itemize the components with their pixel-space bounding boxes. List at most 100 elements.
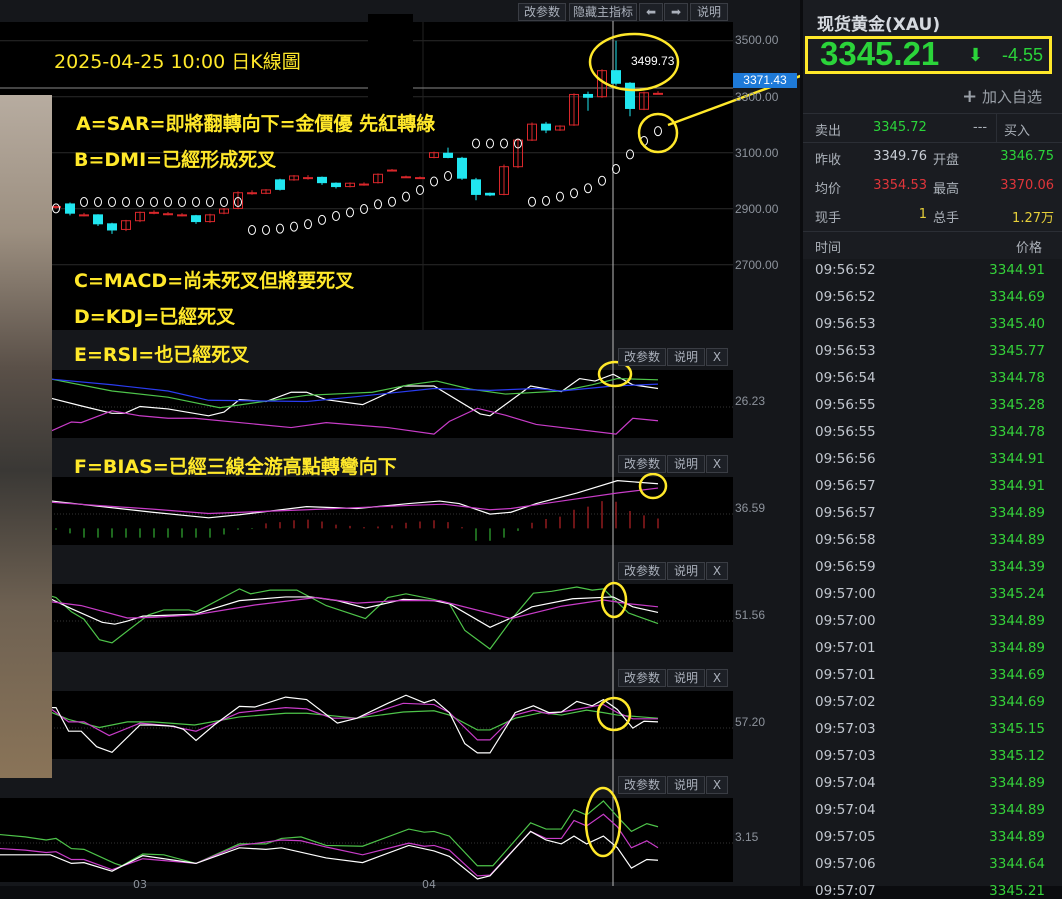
sar-dot — [52, 203, 60, 214]
avg-value: 3354.53 — [873, 178, 927, 193]
panel-help-button[interactable]: 说明 — [667, 348, 705, 366]
axis-label: 3100.00 — [735, 146, 779, 160]
candle-body — [317, 176, 327, 184]
x-axis-label: 04 — [422, 878, 436, 891]
indicator-line — [0, 800, 659, 867]
sar-dot — [514, 138, 522, 149]
panel-edit-params-button[interactable]: 改参数 — [618, 455, 666, 473]
sar-dot — [584, 183, 592, 194]
sar-dot — [360, 203, 368, 214]
chart-canvas[interactable] — [0, 0, 800, 886]
indicator-line — [51, 378, 659, 403]
panel-edit-params-button[interactable]: 改参数 — [618, 669, 666, 687]
redaction-box — [368, 14, 413, 100]
panel-help-button[interactable]: 说明 — [667, 669, 705, 687]
candle-body — [373, 173, 383, 184]
tick-row: 09:56:57 3344.91 — [815, 478, 1055, 494]
plus-icon: + — [962, 86, 978, 107]
add-to-watchlist-button[interactable]: + 加入自选 — [962, 86, 1042, 107]
candle-body — [345, 182, 355, 188]
candle-body — [331, 182, 341, 188]
tick-time: 09:57:04 — [815, 802, 876, 818]
total-vol-value: 1.27万 — [1012, 211, 1054, 226]
hide-main-indicator-button[interactable]: 隐藏主指标 — [569, 3, 637, 21]
indicator-line — [51, 586, 659, 650]
panel-help-button[interactable]: 说明 — [667, 562, 705, 580]
candle-body — [359, 183, 369, 186]
tick-price: 3344.39 — [989, 559, 1045, 575]
candle-body — [387, 169, 397, 172]
panel-help-button[interactable]: 说明 — [667, 455, 705, 473]
tick-price: 3344.91 — [989, 262, 1045, 278]
kline-chart-area[interactable]: 2025-04-25 10:00 日K線圖 A=SAR=即將翻轉向下=金價優 先… — [0, 0, 800, 891]
prev-close-label: 昨收 — [815, 153, 842, 168]
highlight-circle — [638, 472, 668, 500]
candle-body — [429, 152, 439, 158]
sar-dot — [80, 196, 88, 207]
price-box: 3345.21 ⬇ -4.55 — [805, 35, 1052, 74]
ticks-header: 时间 价格 — [803, 237, 1062, 259]
overlay-title: 2025-04-25 10:00 日K線圖 — [54, 51, 301, 73]
tick-price: 3344.91 — [989, 478, 1045, 494]
help-button[interactable]: 说明 — [690, 3, 728, 21]
tick-row: 09:56:56 3344.91 — [815, 451, 1055, 467]
edit-params-button[interactable]: 改参数 — [518, 3, 566, 21]
candle-body — [443, 152, 453, 158]
sar-dot — [542, 195, 550, 206]
candle-body — [233, 192, 243, 209]
candle-body — [527, 123, 537, 141]
candle-body — [485, 192, 495, 196]
tick-price: 3344.89 — [989, 775, 1045, 791]
sar-dot — [570, 188, 578, 199]
tick-row: 09:56:57 3344.89 — [815, 505, 1055, 521]
tick-price: 3344.89 — [989, 613, 1045, 629]
sar-dot — [486, 138, 494, 149]
candle-body — [583, 93, 593, 98]
panel-edit-params-button[interactable]: 改参数 — [618, 776, 666, 794]
sar-dot — [416, 184, 424, 195]
panel-edit-params-button[interactable]: 改参数 — [618, 562, 666, 580]
tick-row: 09:56:59 3344.39 — [815, 559, 1055, 575]
arrow-left-icon[interactable]: ⬅ — [639, 3, 663, 21]
panel-close-icon[interactable]: X — [706, 455, 728, 473]
tick-list[interactable]: 09:56:52 3344.91 09:56:52 3344.69 09:56:53 33… — [803, 259, 1062, 899]
panel-close-icon[interactable]: X — [706, 562, 728, 580]
tick-row: 09:57:00 3345.24 — [815, 586, 1055, 602]
sell-value: 3345.72 — [873, 120, 927, 135]
sar-dot — [178, 196, 186, 207]
panel-edit-params-button[interactable]: 改参数 — [618, 348, 666, 366]
tick-row: 09:57:00 3344.89 — [815, 613, 1055, 629]
panel-close-icon[interactable]: X — [706, 776, 728, 794]
tick-time: 09:57:00 — [815, 613, 876, 629]
instrument-name: 现货黄金(XAU) — [817, 15, 941, 35]
candle-body — [471, 179, 481, 195]
indicator-line — [51, 596, 659, 620]
tick-row: 09:56:55 3344.78 — [815, 424, 1055, 440]
tick-time: 09:57:02 — [815, 694, 876, 710]
candle-body — [135, 211, 145, 222]
tick-price: 3344.78 — [989, 424, 1045, 440]
title-band — [0, 42, 362, 78]
sar-dot — [430, 176, 438, 187]
sar-dot — [304, 219, 312, 230]
panel-help-button[interactable]: 说明 — [667, 776, 705, 794]
sell-label: 卖出 — [815, 124, 842, 139]
candle-body — [401, 176, 411, 179]
tick-row: 09:57:01 3344.89 — [815, 640, 1055, 656]
indicator-line — [0, 813, 659, 877]
candle-body — [121, 220, 131, 230]
candle-body — [247, 192, 257, 195]
tick-row: 09:57:07 3345.21 — [815, 883, 1055, 899]
arrow-right-icon[interactable]: ➡ — [664, 3, 688, 21]
panel-close-icon[interactable]: X — [706, 669, 728, 687]
tick-price: 3344.89 — [989, 640, 1045, 656]
candle-body — [149, 211, 159, 214]
high-value: 3370.06 — [1000, 178, 1054, 193]
panel-close-icon[interactable]: X — [706, 348, 728, 366]
tick-row: 09:57:04 3344.89 — [815, 802, 1055, 818]
sar-dot — [108, 196, 116, 207]
tick-time: 09:56:56 — [815, 451, 876, 467]
candle-body — [303, 177, 313, 180]
sar-dot — [276, 223, 284, 234]
tick-time: 09:56:55 — [815, 424, 876, 440]
